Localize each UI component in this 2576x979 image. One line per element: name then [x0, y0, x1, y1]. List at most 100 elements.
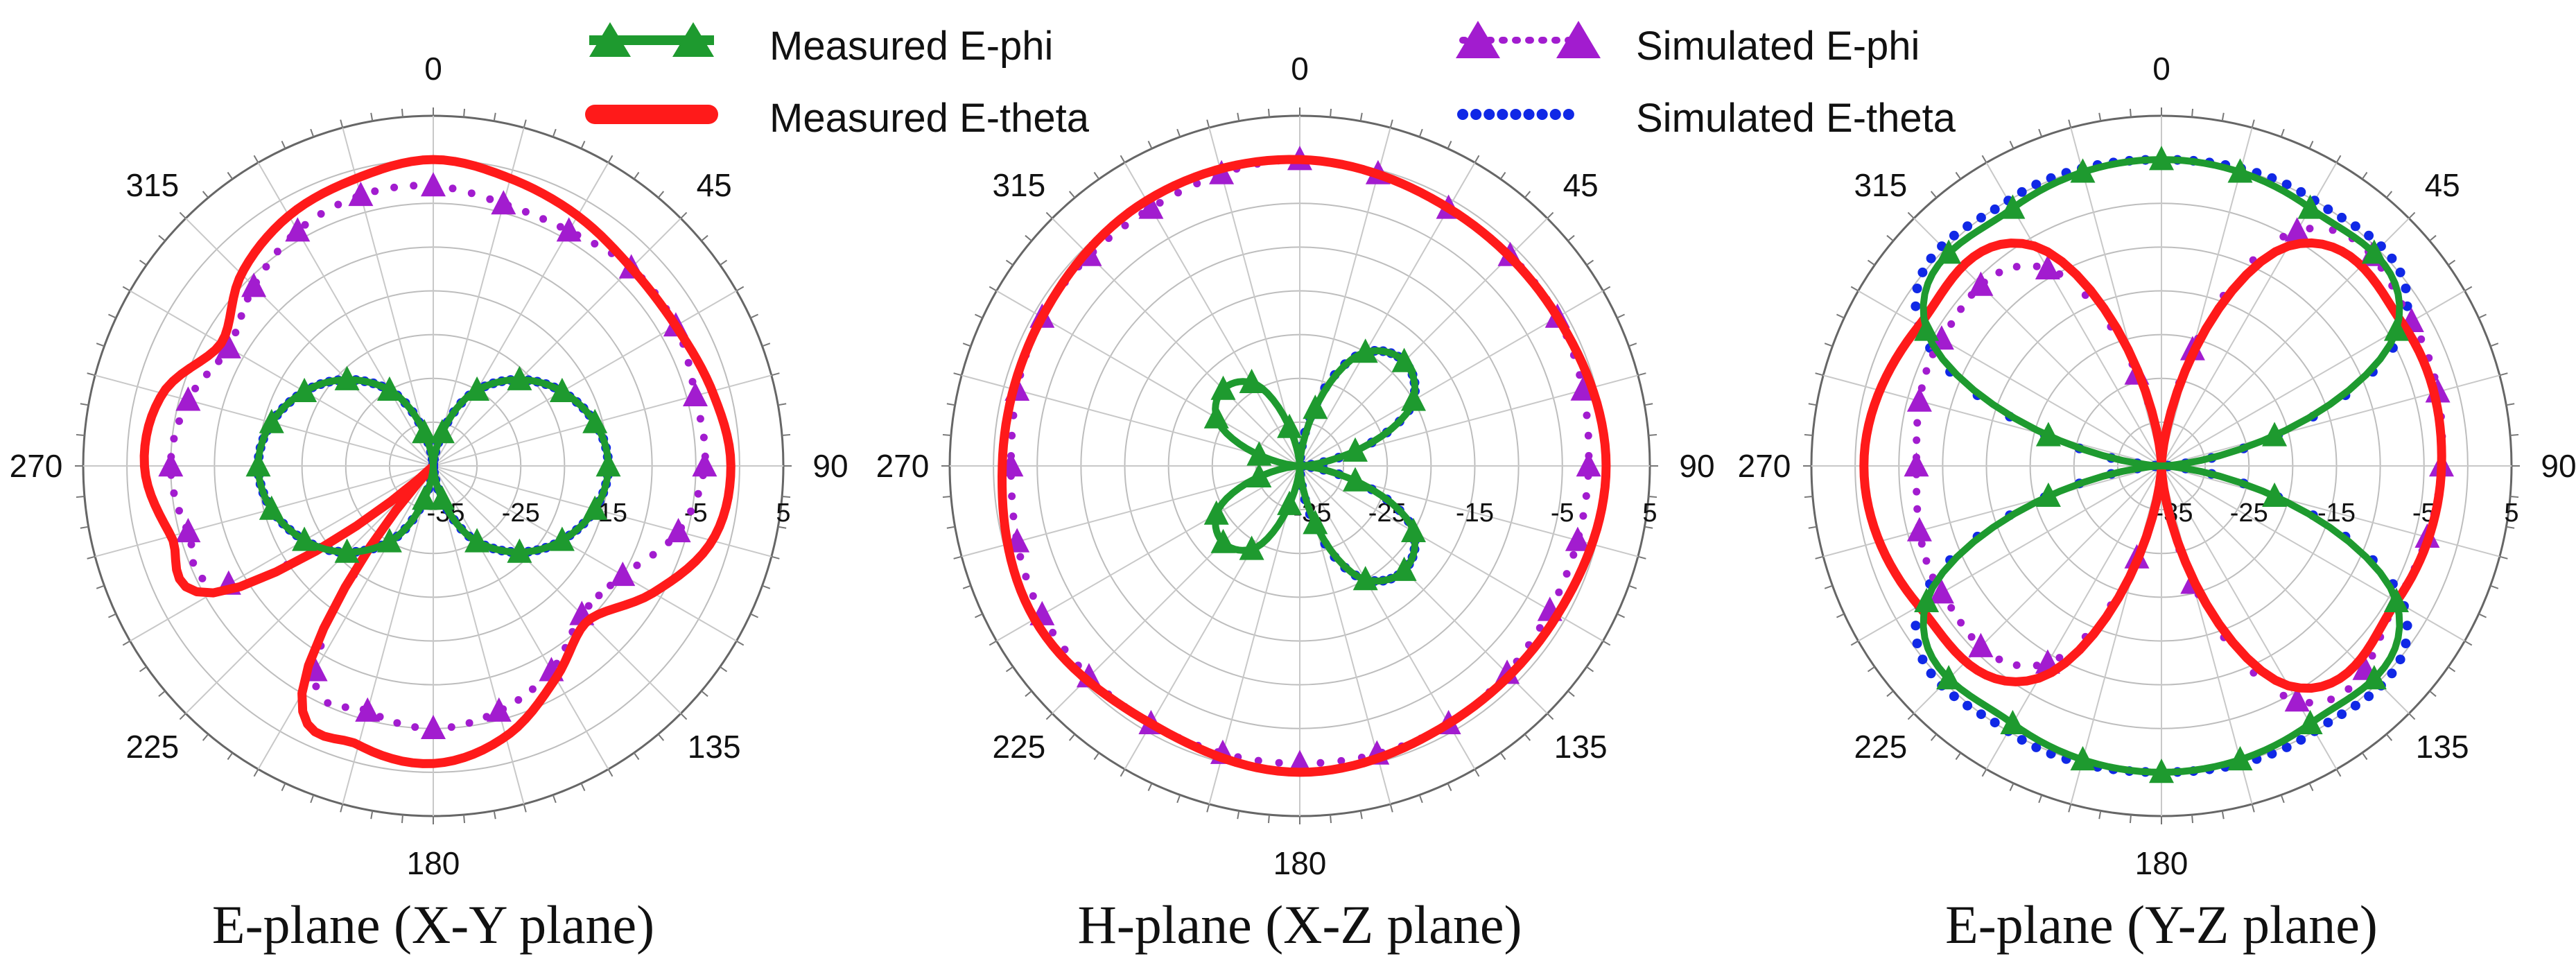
- polar-grid-spoke: [433, 127, 525, 467]
- angle-tick-label: 0: [2152, 51, 2170, 87]
- polar-angle-tick-mark: [2308, 783, 2314, 791]
- simulated-ephi-dot: [1995, 655, 2003, 664]
- simulated-ephi-marker: [2284, 217, 2310, 242]
- polar-angle-tick-mark: [701, 690, 708, 698]
- angle-tick-label: 90: [2541, 448, 2576, 484]
- polar-angle-tick-mark: [1886, 690, 1894, 698]
- simulated-ephi-dot: [528, 685, 537, 693]
- simulated-ephi-dot: [1913, 436, 1921, 444]
- polar-angle-tick-mark: [1418, 128, 1423, 137]
- polar-angle-tick-mark: [1955, 752, 1962, 761]
- simulated-ephi-dot: [2012, 661, 2021, 669]
- simulated-etheta-dot: [1911, 301, 1921, 311]
- measured-ephi-marker: [1352, 566, 1378, 591]
- polar-angle-tick-mark: [2448, 259, 2456, 266]
- polar-angle-tick-mark: [80, 526, 89, 529]
- simulated-ephi-marker: [1565, 526, 1590, 551]
- polar-angle-tick-mark: [1005, 666, 1013, 673]
- polar-angle-tick-mark: [2251, 119, 2255, 128]
- simulated-ephi-dot: [1008, 492, 1016, 501]
- measured-ephi-marker: [1277, 413, 1303, 438]
- simulated-etheta-dot: [1949, 230, 1959, 241]
- simulated-ephi-dot: [175, 507, 183, 515]
- polar-angle-tick-mark: [2068, 119, 2072, 128]
- measured-ephi-marker: [334, 365, 360, 390]
- simulated-ephi-dot: [1049, 628, 1057, 636]
- angle-tick-label: 315: [992, 167, 1045, 203]
- angle-tick-label: 135: [688, 729, 741, 765]
- polar-angle-tick-mark: [2490, 343, 2499, 347]
- polar-angle-tick-mark: [1359, 112, 1363, 121]
- angle-tick-label: 180: [407, 845, 460, 881]
- simulated-ephi-marker: [1906, 387, 1932, 412]
- polar-angle-tick-mark: [778, 526, 787, 529]
- polar-angle-tick-mark: [580, 783, 586, 791]
- simulated-ephi-marker: [665, 518, 691, 543]
- simulated-ephi-dot: [1555, 588, 1563, 596]
- series-measured-ephi: [245, 365, 621, 563]
- polar-angle-tick-mark: [771, 555, 780, 560]
- angle-tick-label: 225: [1854, 729, 1907, 765]
- simulated-etheta-dot: [2323, 204, 2333, 214]
- polar-angle-tick-mark: [1867, 666, 1875, 673]
- polar-grid-spoke: [433, 290, 737, 467]
- simulated-ephi-dot: [1121, 221, 1129, 229]
- simulated-ephi-dot: [514, 696, 523, 704]
- polar-angle-tick-mark: [253, 155, 259, 164]
- polar-angle-tick-mark: [401, 814, 403, 824]
- angle-tick-label: 45: [1563, 167, 1599, 203]
- simulated-ephi-dot: [187, 540, 195, 548]
- polar-angle-tick-mark: [736, 286, 745, 292]
- polar-angle-tick-mark: [76, 496, 85, 499]
- polar-angle-tick-mark: [680, 211, 688, 219]
- polar-angle-tick-mark: [736, 640, 745, 646]
- polar-chart-xz-plane: 04590135180225270315-35-25-15-55H-plane …: [876, 51, 1715, 955]
- polar-angle-tick-mark: [1176, 795, 1181, 804]
- simulated-ephi-dot: [1913, 505, 1922, 513]
- legend: Measured E-phi Measured E-theta Simulate…: [585, 21, 1956, 141]
- polar-angle-tick-mark: [202, 734, 209, 741]
- polar-angle-tick-mark: [158, 690, 166, 698]
- polar-angle-tick-mark: [778, 403, 787, 406]
- angle-tick-label: 45: [697, 167, 732, 203]
- polar-angle-tick-mark: [523, 804, 527, 813]
- polar-angle-tick-mark: [202, 191, 209, 198]
- polar-grid-spoke: [433, 465, 681, 714]
- simulated-ephi-dot: [696, 415, 704, 423]
- legend-marker-simulated-ephi-1: [1456, 21, 1500, 58]
- polar-angle-tick-mark: [1447, 783, 1452, 791]
- measured-ephi-marker: [2070, 158, 2096, 183]
- radial-tick-label: -15: [1456, 499, 1494, 528]
- polar-angle-tick-mark: [1025, 690, 1032, 698]
- polar-angle-tick-mark: [401, 108, 403, 118]
- polar-angle-tick-mark: [1120, 768, 1126, 777]
- polar-angle-tick-mark: [1637, 372, 1646, 376]
- polar-angle-tick-mark: [989, 640, 998, 646]
- measured-ephi-marker: [1391, 556, 1417, 581]
- polar-angle-tick-mark: [1447, 141, 1452, 149]
- polar-angle-tick-mark: [2361, 171, 2368, 180]
- polar-angle-tick-mark: [2129, 814, 2132, 824]
- simulated-ephi-dot: [189, 559, 198, 567]
- polar-angle-tick-mark: [2506, 526, 2515, 529]
- polar-angle-tick-mark: [2335, 155, 2342, 164]
- polar-angle-tick-mark: [340, 119, 344, 128]
- simulated-etheta-dot: [1963, 221, 1973, 232]
- simulated-etheta-dot: [2281, 742, 2292, 752]
- simulated-ephi-dot: [591, 240, 599, 248]
- measured-ephi-marker: [507, 365, 532, 390]
- simulated-ephi-dot: [215, 357, 223, 365]
- polar-angle-tick-mark: [139, 259, 147, 266]
- simulated-ephi-dot: [449, 184, 457, 193]
- simulated-ephi-dot: [1922, 367, 1931, 375]
- simulated-ephi-dot: [1917, 539, 1926, 548]
- radial-tick-label: -25: [2230, 499, 2268, 528]
- measured-etheta-line: [139, 155, 736, 768]
- measured-ephi-marker: [412, 485, 437, 510]
- simulated-ephi-dot: [312, 682, 320, 691]
- polar-angle-tick-mark: [1628, 343, 1637, 347]
- measured-ephi-marker: [376, 376, 402, 401]
- simulated-ephi-marker: [2035, 254, 2060, 279]
- simulated-ephi-dot: [486, 195, 494, 203]
- polar-angle-tick-mark: [1850, 640, 1859, 646]
